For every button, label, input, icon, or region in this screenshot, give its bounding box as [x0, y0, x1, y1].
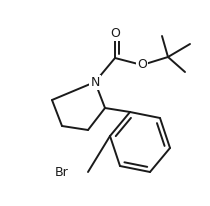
- Text: O: O: [110, 27, 120, 40]
- Text: N: N: [90, 76, 100, 89]
- Text: Br: Br: [55, 165, 69, 179]
- Text: O: O: [137, 59, 147, 71]
